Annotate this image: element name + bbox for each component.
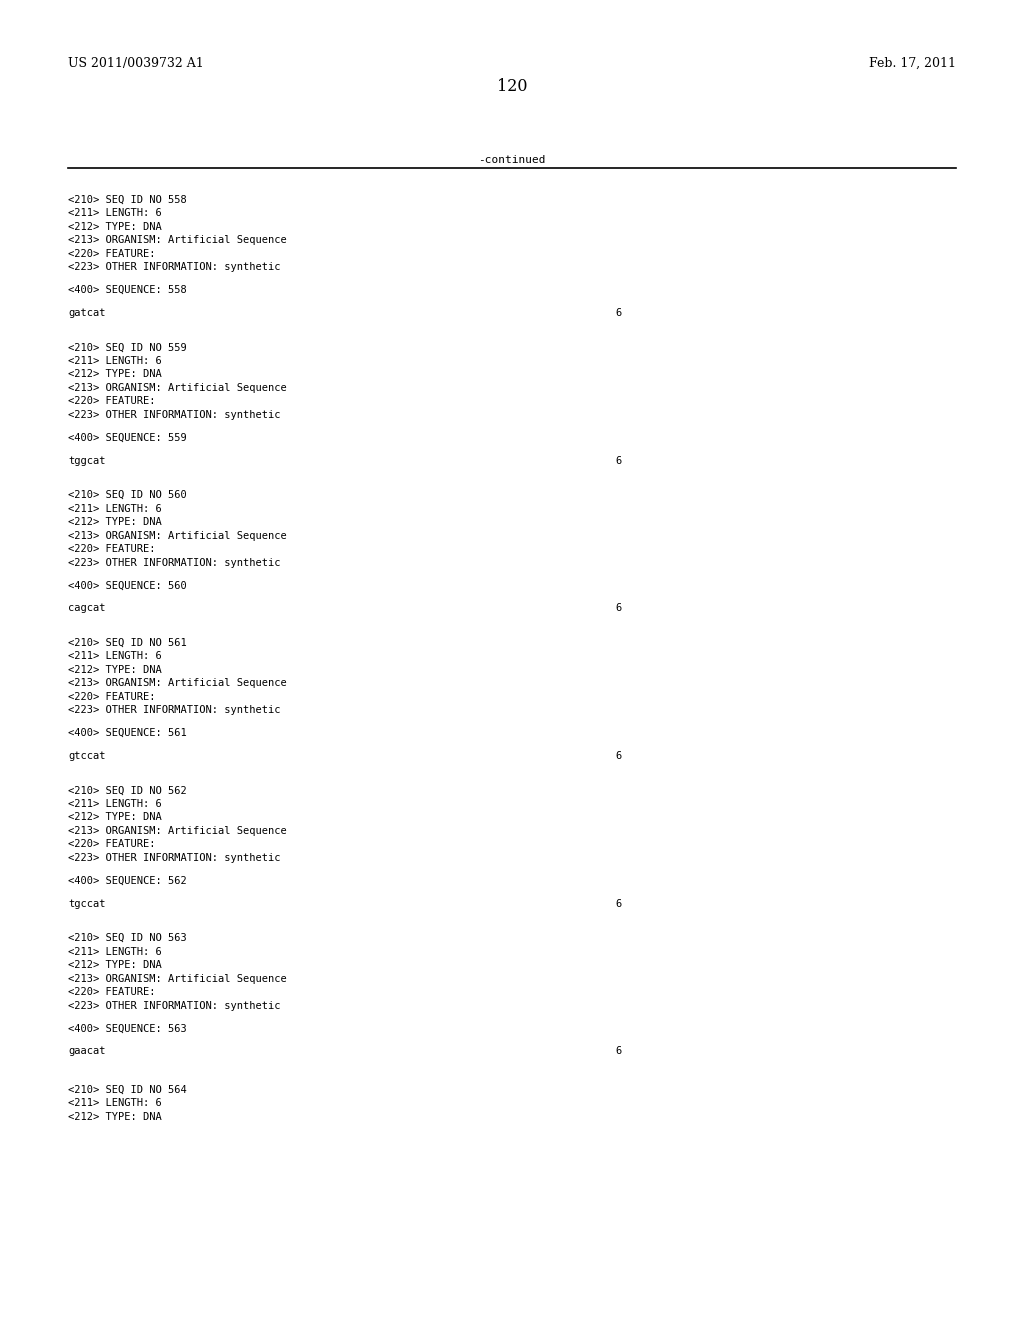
Text: <212> TYPE: DNA: <212> TYPE: DNA [68, 665, 162, 675]
Text: <211> LENGTH: 6: <211> LENGTH: 6 [68, 799, 162, 809]
Text: <210> SEQ ID NO 560: <210> SEQ ID NO 560 [68, 490, 186, 500]
Text: 6: 6 [615, 603, 622, 614]
Text: <212> TYPE: DNA: <212> TYPE: DNA [68, 960, 162, 970]
Text: <213> ORGANISM: Artificial Sequence: <213> ORGANISM: Artificial Sequence [68, 383, 287, 393]
Text: <211> LENGTH: 6: <211> LENGTH: 6 [68, 946, 162, 957]
Text: <223> OTHER INFORMATION: synthetic: <223> OTHER INFORMATION: synthetic [68, 853, 281, 863]
Text: <220> FEATURE:: <220> FEATURE: [68, 840, 156, 849]
Text: <220> FEATURE:: <220> FEATURE: [68, 987, 156, 997]
Text: <400> SEQUENCE: 559: <400> SEQUENCE: 559 [68, 433, 186, 442]
Text: <211> LENGTH: 6: <211> LENGTH: 6 [68, 651, 162, 661]
Text: <400> SEQUENCE: 561: <400> SEQUENCE: 561 [68, 729, 186, 738]
Text: 6: 6 [615, 1047, 622, 1056]
Text: <220> FEATURE:: <220> FEATURE: [68, 396, 156, 407]
Text: 6: 6 [615, 899, 622, 908]
Text: <210> SEQ ID NO 558: <210> SEQ ID NO 558 [68, 195, 186, 205]
Text: <212> TYPE: DNA: <212> TYPE: DNA [68, 517, 162, 527]
Text: <400> SEQUENCE: 563: <400> SEQUENCE: 563 [68, 1023, 186, 1034]
Text: <213> ORGANISM: Artificial Sequence: <213> ORGANISM: Artificial Sequence [68, 826, 287, 836]
Text: <400> SEQUENCE: 560: <400> SEQUENCE: 560 [68, 581, 186, 590]
Text: <220> FEATURE:: <220> FEATURE: [68, 544, 156, 554]
Text: 120: 120 [497, 78, 527, 95]
Text: <223> OTHER INFORMATION: synthetic: <223> OTHER INFORMATION: synthetic [68, 705, 281, 715]
Text: US 2011/0039732 A1: US 2011/0039732 A1 [68, 57, 204, 70]
Text: <212> TYPE: DNA: <212> TYPE: DNA [68, 1111, 162, 1122]
Text: <213> ORGANISM: Artificial Sequence: <213> ORGANISM: Artificial Sequence [68, 974, 287, 983]
Text: <213> ORGANISM: Artificial Sequence: <213> ORGANISM: Artificial Sequence [68, 531, 287, 541]
Text: <212> TYPE: DNA: <212> TYPE: DNA [68, 222, 162, 232]
Text: <213> ORGANISM: Artificial Sequence: <213> ORGANISM: Artificial Sequence [68, 678, 287, 688]
Text: <212> TYPE: DNA: <212> TYPE: DNA [68, 370, 162, 379]
Text: <211> LENGTH: 6: <211> LENGTH: 6 [68, 209, 162, 218]
Text: <400> SEQUENCE: 558: <400> SEQUENCE: 558 [68, 285, 186, 296]
Text: tggcat: tggcat [68, 455, 105, 466]
Text: 6: 6 [615, 455, 622, 466]
Text: <211> LENGTH: 6: <211> LENGTH: 6 [68, 1098, 162, 1109]
Text: <210> SEQ ID NO 562: <210> SEQ ID NO 562 [68, 785, 186, 796]
Text: <223> OTHER INFORMATION: synthetic: <223> OTHER INFORMATION: synthetic [68, 411, 281, 420]
Text: -continued: -continued [478, 154, 546, 165]
Text: <223> OTHER INFORMATION: synthetic: <223> OTHER INFORMATION: synthetic [68, 557, 281, 568]
Text: tgccat: tgccat [68, 899, 105, 908]
Text: Feb. 17, 2011: Feb. 17, 2011 [869, 57, 956, 70]
Text: <223> OTHER INFORMATION: synthetic: <223> OTHER INFORMATION: synthetic [68, 1001, 281, 1011]
Text: <210> SEQ ID NO 559: <210> SEQ ID NO 559 [68, 342, 186, 352]
Text: gtccat: gtccat [68, 751, 105, 762]
Text: <400> SEQUENCE: 562: <400> SEQUENCE: 562 [68, 875, 186, 886]
Text: 6: 6 [615, 308, 622, 318]
Text: <210> SEQ ID NO 563: <210> SEQ ID NO 563 [68, 933, 186, 942]
Text: <213> ORGANISM: Artificial Sequence: <213> ORGANISM: Artificial Sequence [68, 235, 287, 246]
Text: <211> LENGTH: 6: <211> LENGTH: 6 [68, 356, 162, 366]
Text: <211> LENGTH: 6: <211> LENGTH: 6 [68, 503, 162, 513]
Text: <210> SEQ ID NO 561: <210> SEQ ID NO 561 [68, 638, 186, 648]
Text: <223> OTHER INFORMATION: synthetic: <223> OTHER INFORMATION: synthetic [68, 263, 281, 272]
Text: <210> SEQ ID NO 564: <210> SEQ ID NO 564 [68, 1085, 186, 1094]
Text: 6: 6 [615, 751, 622, 762]
Text: <212> TYPE: DNA: <212> TYPE: DNA [68, 812, 162, 822]
Text: <220> FEATURE:: <220> FEATURE: [68, 248, 156, 259]
Text: gaacat: gaacat [68, 1047, 105, 1056]
Text: <220> FEATURE:: <220> FEATURE: [68, 692, 156, 702]
Text: cagcat: cagcat [68, 603, 105, 614]
Text: gatcat: gatcat [68, 308, 105, 318]
